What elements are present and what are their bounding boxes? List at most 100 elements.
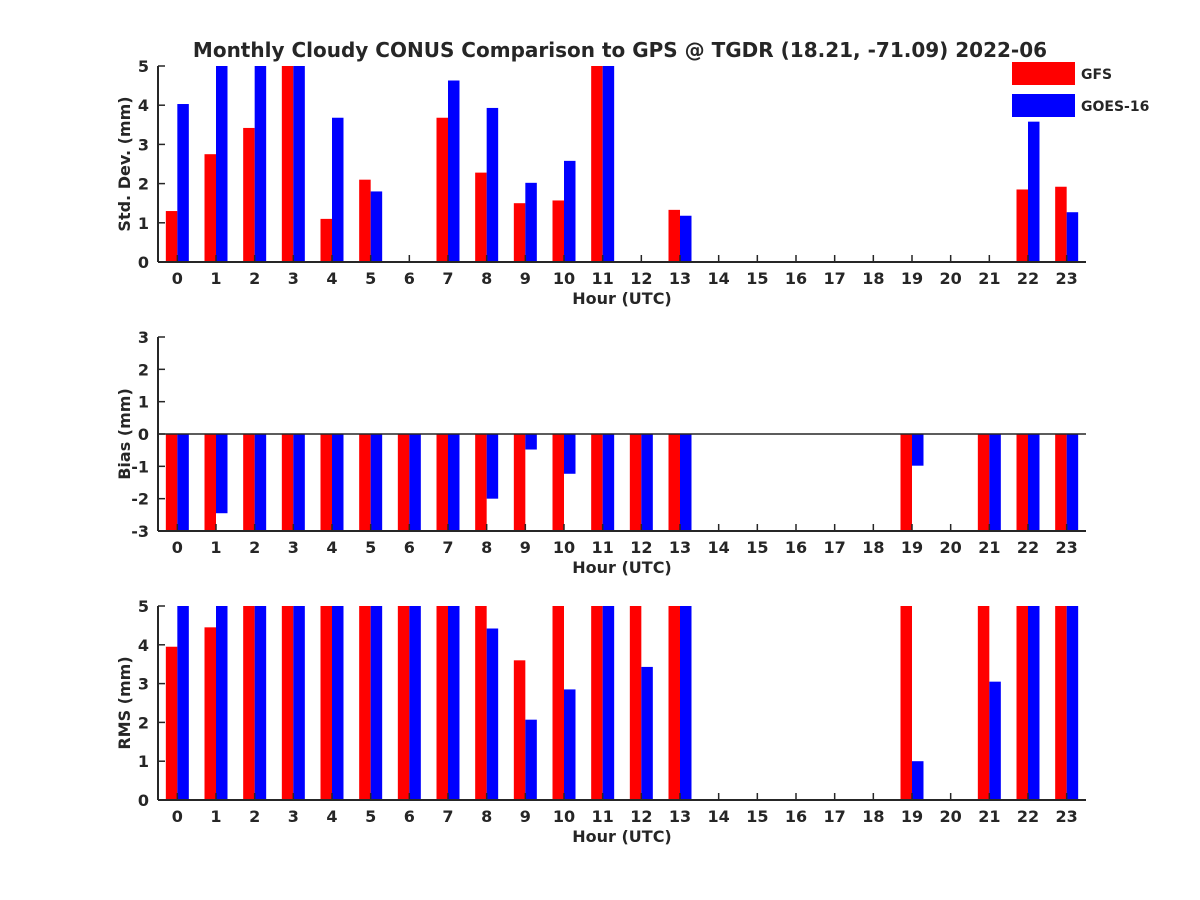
x-tick-label: 20 bbox=[940, 269, 962, 288]
bar-goes16-hour-4 bbox=[332, 434, 344, 531]
x-tick-label: 8 bbox=[481, 538, 492, 557]
bar-goes16-hour-2 bbox=[254, 606, 267, 800]
y-tick-label: 1 bbox=[138, 393, 149, 412]
bar-goes16-hour-1 bbox=[216, 606, 228, 800]
y-axis-label: Bias (mm) bbox=[115, 388, 134, 480]
bar-goes16-hour-2 bbox=[254, 66, 267, 262]
y-tick-label: 0 bbox=[138, 791, 149, 810]
x-tick-label: 10 bbox=[553, 807, 575, 826]
bar-goes16-hour-0 bbox=[177, 104, 189, 263]
bar-goes16-hour-21 bbox=[989, 681, 1001, 800]
bar-goes16-hour-8 bbox=[486, 628, 499, 800]
bar-gfs-hour-10 bbox=[552, 606, 564, 800]
x-tick-label: 23 bbox=[1056, 807, 1078, 826]
bar-gfs-hour-7 bbox=[436, 117, 448, 263]
x-tick-label: 0 bbox=[172, 269, 183, 288]
bar-goes16-hour-12 bbox=[641, 666, 653, 800]
x-tick-label: 21 bbox=[978, 269, 1000, 288]
legend-swatch-gfs bbox=[1012, 62, 1075, 85]
bar-gfs-hour-3 bbox=[281, 66, 294, 262]
bar-goes16-hour-7 bbox=[448, 434, 460, 531]
bar-gfs-hour-3 bbox=[281, 434, 294, 531]
bar-goes16-hour-19 bbox=[912, 761, 924, 800]
bar-gfs-hour-23 bbox=[1055, 434, 1067, 531]
x-tick-label: 2 bbox=[249, 269, 260, 288]
x-tick-label: 10 bbox=[553, 269, 575, 288]
x-tick-label: 1 bbox=[210, 269, 221, 288]
bar-gfs-hour-12 bbox=[629, 434, 642, 531]
legend: GFS GOES-16 bbox=[1012, 62, 1149, 117]
x-tick-label: 17 bbox=[824, 538, 846, 557]
bar-goes16-hour-22 bbox=[1028, 606, 1040, 800]
bar-gfs-hour-2 bbox=[243, 127, 255, 262]
bar-gfs-hour-7 bbox=[436, 606, 448, 800]
x-tick-label: 20 bbox=[940, 807, 962, 826]
x-tick-label: 5 bbox=[365, 807, 376, 826]
bar-gfs-hour-10 bbox=[552, 200, 564, 262]
bar-goes16-hour-10 bbox=[564, 434, 576, 474]
x-tick-label: 3 bbox=[288, 269, 299, 288]
y-tick-label: 2 bbox=[138, 360, 149, 379]
bar-goes16-hour-5 bbox=[370, 606, 383, 800]
bar-goes16-hour-4 bbox=[332, 606, 344, 800]
bar-goes16-hour-3 bbox=[293, 434, 305, 531]
x-tick-label: 17 bbox=[824, 269, 846, 288]
x-axis-label: Hour (UTC) bbox=[572, 827, 672, 846]
bar-gfs-hour-5 bbox=[359, 606, 371, 800]
x-tick-label: 7 bbox=[442, 538, 453, 557]
bar-goes16-hour-8 bbox=[486, 107, 499, 262]
x-tick-label: 11 bbox=[592, 538, 614, 557]
x-tick-label: 5 bbox=[365, 269, 376, 288]
bar-gfs-hour-13 bbox=[668, 209, 680, 262]
x-tick-label: 23 bbox=[1056, 269, 1078, 288]
bar-goes16-hour-9 bbox=[525, 182, 537, 262]
y-tick-label: 2 bbox=[138, 713, 149, 732]
x-tick-label: 9 bbox=[520, 269, 531, 288]
bar-gfs-hour-2 bbox=[243, 434, 255, 531]
x-tick-label: 11 bbox=[592, 269, 614, 288]
bar-goes16-hour-23 bbox=[1066, 606, 1079, 800]
bar-gfs-hour-19 bbox=[900, 606, 912, 800]
x-tick-label: 18 bbox=[862, 807, 884, 826]
bar-gfs-hour-19 bbox=[900, 434, 912, 531]
y-tick-label: 5 bbox=[138, 57, 149, 76]
legend-swatch-goes16 bbox=[1012, 94, 1075, 117]
legend-label-gfs: GFS bbox=[1081, 67, 1112, 83]
bar-goes16-hour-1 bbox=[216, 434, 228, 514]
bar-goes16-hour-2 bbox=[254, 434, 267, 531]
bar-gfs-hour-13 bbox=[668, 434, 680, 531]
x-tick-label: 19 bbox=[901, 807, 923, 826]
bar-gfs-hour-6 bbox=[397, 606, 410, 800]
y-tick-label: -3 bbox=[131, 522, 149, 541]
bar-gfs-hour-4 bbox=[320, 434, 332, 531]
bar-gfs-hour-1 bbox=[204, 627, 216, 800]
x-tick-label: 18 bbox=[862, 538, 884, 557]
bar-goes16-hour-13 bbox=[680, 434, 692, 531]
bar-gfs-hour-21 bbox=[977, 606, 990, 800]
bar-goes16-hour-9 bbox=[525, 434, 537, 450]
x-tick-label: 16 bbox=[785, 269, 807, 288]
bar-goes16-hour-5 bbox=[370, 434, 383, 531]
bar-gfs-hour-11 bbox=[591, 66, 603, 262]
bar-gfs-hour-22 bbox=[1016, 189, 1028, 262]
bar-goes16-hour-3 bbox=[293, 66, 305, 262]
bar-goes16-hour-6 bbox=[409, 606, 421, 800]
bar-gfs-hour-1 bbox=[204, 154, 216, 262]
bar-gfs-hour-23 bbox=[1055, 186, 1067, 262]
x-tick-label: 15 bbox=[746, 807, 768, 826]
x-tick-label: 12 bbox=[630, 269, 652, 288]
x-tick-label: 16 bbox=[785, 538, 807, 557]
bar-goes16-hour-13 bbox=[680, 215, 692, 262]
bar-gfs-hour-8 bbox=[475, 606, 487, 800]
bar-gfs-hour-6 bbox=[397, 434, 410, 531]
bar-gfs-hour-9 bbox=[513, 660, 526, 800]
x-tick-label: 4 bbox=[326, 807, 337, 826]
bar-goes16-hour-1 bbox=[216, 66, 228, 262]
x-axis-label: Hour (UTC) bbox=[572, 558, 672, 577]
x-tick-label: 10 bbox=[553, 538, 575, 557]
x-tick-label: 3 bbox=[288, 538, 299, 557]
x-tick-label: 13 bbox=[669, 269, 691, 288]
bar-gfs-hour-12 bbox=[629, 606, 642, 800]
bar-goes16-hour-0 bbox=[177, 434, 189, 531]
